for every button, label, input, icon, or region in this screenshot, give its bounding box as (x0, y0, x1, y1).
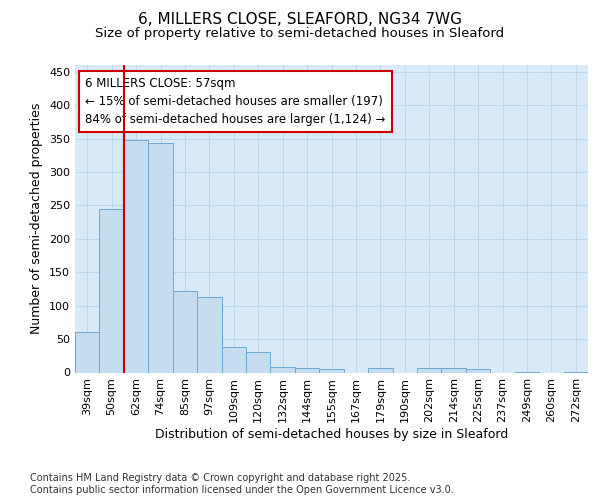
Bar (197, 297, 221, 372)
Bar (75, 332, 100, 372)
Bar (173, 291, 197, 372)
Text: Contains HM Land Registry data © Crown copyright and database right 2025.
Contai: Contains HM Land Registry data © Crown c… (30, 474, 454, 495)
Bar (319, 369, 344, 372)
Bar (442, 368, 466, 372)
Bar (368, 368, 392, 372)
Bar (246, 352, 271, 372)
Bar (295, 368, 319, 372)
X-axis label: Distribution of semi-detached houses by size in Sleaford: Distribution of semi-detached houses by … (155, 428, 508, 441)
Text: Size of property relative to semi-detached houses in Sleaford: Size of property relative to semi-detach… (95, 28, 505, 40)
Bar (124, 140, 148, 372)
Bar (271, 367, 295, 372)
Bar (417, 368, 442, 372)
Text: 6, MILLERS CLOSE, SLEAFORD, NG34 7WG: 6, MILLERS CLOSE, SLEAFORD, NG34 7WG (138, 12, 462, 28)
Bar (100, 210, 124, 372)
Bar (221, 347, 246, 372)
Text: 6 MILLERS CLOSE: 57sqm
← 15% of semi-detached houses are smaller (197)
84% of se: 6 MILLERS CLOSE: 57sqm ← 15% of semi-det… (85, 78, 386, 126)
Y-axis label: Number of semi-detached properties: Number of semi-detached properties (31, 103, 43, 334)
Bar (148, 142, 173, 372)
Bar (466, 369, 490, 372)
